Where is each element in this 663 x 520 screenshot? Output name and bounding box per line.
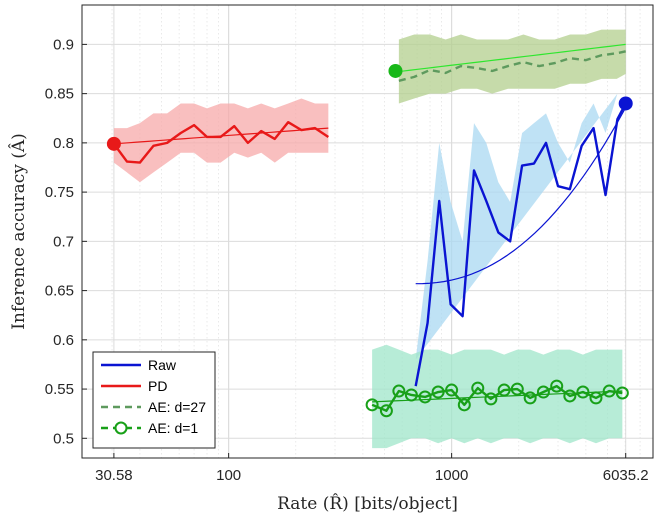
raw-endpoint	[618, 96, 633, 111]
ae-d-1-point	[589, 391, 603, 405]
legend-label: AE: d=27	[148, 399, 206, 415]
y-tick-label: 0.8	[53, 135, 74, 152]
ae-d-1-point	[576, 385, 590, 399]
ae-d-1-point	[471, 381, 485, 395]
ae-d-27-line	[398, 50, 626, 82]
legend-box	[92, 351, 216, 449]
legend-marker	[114, 421, 128, 435]
ae-d-1-point	[497, 383, 511, 397]
x-axis-label: Rate (R̂) [bits/object]	[277, 494, 458, 514]
axis-ticks: 0.5 0.55 0.6 0.65 0.7 0.75 0.8 0.85 0.9 30.58 100 1…	[45, 36, 649, 484]
y-axis-label: Inference accuracy (Â)	[8, 133, 29, 330]
ae-d-27-band	[398, 29, 626, 104]
y-tick-label: 0.55	[45, 381, 74, 398]
ae-d-1-point	[484, 392, 498, 406]
y-tick-label: 0.5	[53, 430, 74, 447]
pd-band	[113, 98, 329, 183]
ae-d-1-point	[445, 383, 459, 397]
pd-endpoint	[106, 136, 121, 151]
x-tick-label: 100	[216, 467, 241, 484]
ae-d-1-point	[602, 384, 616, 398]
y-tick-label: 0.7	[53, 233, 74, 250]
x-tick-label: 1000	[435, 467, 468, 484]
ae-d-1-point	[510, 382, 524, 396]
pd-line	[112, 120, 330, 164]
ae-d-1-point	[365, 398, 379, 412]
ae-d-1-point	[392, 384, 406, 398]
confidence-bands	[113, 29, 626, 449]
series-lines	[112, 50, 627, 412]
ae-d-1-point	[418, 390, 432, 404]
ae-d-27-fit	[395, 43, 626, 73]
ae-d-1-point	[615, 386, 629, 400]
legend-label: AE: d=1	[148, 420, 198, 436]
raw-band	[415, 93, 618, 360]
x-tick-label: 30.58	[95, 467, 133, 484]
ae-d-1-point	[536, 385, 550, 399]
y-tick-label: 0.6	[53, 332, 74, 349]
y-tick-label: 0.9	[53, 36, 74, 53]
ae-d-1-point	[404, 388, 418, 402]
plot-frame	[81, 4, 654, 459]
y-tick-label: 0.85	[45, 86, 74, 103]
ae-d-27-endpoint	[388, 63, 403, 78]
x-tick-label: 6035.2	[603, 467, 649, 484]
ae-d-1-point	[457, 398, 471, 412]
series-markers	[106, 63, 633, 418]
ae-d-1-point	[431, 385, 445, 399]
ae-d-1-point	[379, 404, 393, 418]
legend: Raw PD AE: d=27 AE: d=1	[92, 351, 216, 449]
y-tick-label: 0.75	[45, 184, 74, 201]
raw-fit	[415, 107, 627, 285]
raw-line	[414, 102, 627, 387]
y-tick-label: 0.65	[45, 283, 74, 300]
ae-d-1-point	[550, 379, 564, 393]
legend-label: PD	[148, 378, 167, 394]
pd-fit	[113, 127, 329, 145]
legend-label: Raw	[148, 357, 177, 373]
ae-d-1-point	[523, 391, 537, 405]
ae-d-1-point	[563, 389, 577, 403]
